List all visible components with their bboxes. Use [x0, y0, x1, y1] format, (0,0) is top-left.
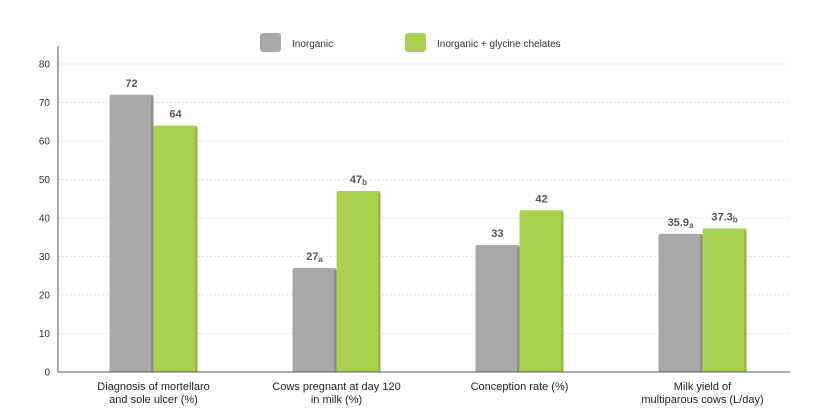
bar-glycine-chelates [519, 210, 564, 372]
bar-shadow [744, 230, 747, 372]
data-label-value: 37.3 [711, 211, 732, 223]
bar-shadow [517, 246, 520, 372]
data-label-value: 72 [125, 78, 137, 90]
y-tick-label: 10 [39, 329, 51, 340]
data-label-superscript: a [318, 255, 323, 264]
category-label: Cows pregnant at day 120 [272, 381, 400, 393]
y-tick-label: 30 [39, 252, 51, 263]
legend: Inorganic Inorganic + glycine chelates [260, 33, 561, 52]
bars [109, 94, 747, 373]
bar-shadow [195, 127, 198, 372]
data-label-value: 47 [350, 174, 362, 186]
y-tick-label: 70 [39, 98, 51, 109]
data-label: 72 [125, 78, 137, 90]
data-label: 42 [535, 193, 547, 205]
legend-swatch [260, 33, 281, 52]
data-label: 64 [169, 109, 182, 121]
data-label: 27a [306, 251, 323, 264]
data-label-value: 33 [491, 228, 503, 240]
bar-shadow [334, 270, 337, 372]
bar-shadow [378, 193, 381, 372]
y-axis-ticks: 0 10 20 30 40 50 60 70 80 [39, 60, 51, 379]
data-label-value: 42 [535, 193, 547, 205]
legend-label: Inorganic + glycine chelates [437, 39, 561, 50]
data-label-superscript: b [733, 215, 738, 224]
bar-inorganic [109, 94, 154, 373]
data-label: 33 [491, 228, 503, 240]
bar-glycine-chelates [153, 125, 198, 372]
data-label-value: 27 [306, 251, 318, 263]
category-label: Diagnosis of mortellaro [97, 381, 210, 393]
y-tick-label: 20 [39, 291, 51, 302]
bar-shadow [151, 96, 154, 373]
bar-glycine-chelates [702, 228, 747, 372]
data-label-superscript: b [362, 178, 367, 187]
bar-inorganic [658, 233, 703, 372]
legend-swatch [405, 33, 426, 52]
bar-glycine-chelates [336, 191, 381, 372]
data-label: 47b [350, 174, 367, 187]
bar-inorganic [475, 244, 520, 372]
category-label: Conception rate (%) [471, 381, 569, 393]
data-label: 37.3b [711, 211, 737, 224]
legend-label: Inorganic [292, 39, 333, 50]
y-tick-label: 40 [39, 214, 51, 225]
data-label-superscript: a [689, 221, 694, 230]
category-label: in milk (%) [311, 394, 362, 406]
y-tick-label: 80 [39, 60, 51, 71]
category-label: Milk yield of [674, 381, 732, 393]
category-label: and sole ulcer (%) [109, 394, 198, 406]
category-label: multiparous cows (L/day) [641, 394, 763, 406]
y-tick-label: 50 [39, 175, 51, 186]
data-label-value: 35.9 [668, 217, 689, 229]
y-tick-label: 60 [39, 137, 51, 148]
bar-shadow [561, 212, 564, 372]
data-label-value: 64 [169, 109, 182, 121]
data-label: 35.9a [668, 217, 694, 230]
y-tick-label: 0 [44, 368, 50, 379]
bar-inorganic [292, 268, 337, 372]
bar-shadow [700, 235, 703, 372]
